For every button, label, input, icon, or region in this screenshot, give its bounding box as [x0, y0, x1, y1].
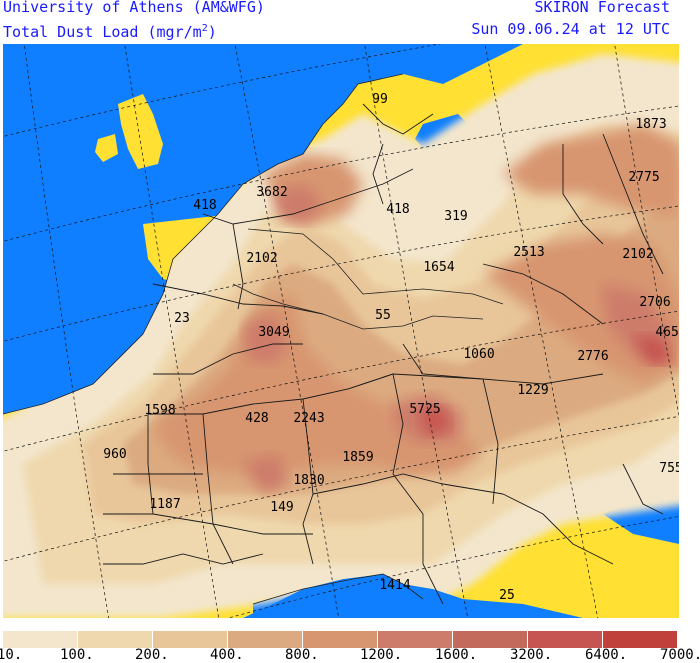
maximum-label: 755 [659, 461, 679, 476]
map-canvas: 99 1873 3682 2775 418 418 319 2513 2102 2102 1654 2… [3, 44, 679, 618]
maximum-label: 1859 [342, 450, 373, 465]
colorbar-label: 1200. [360, 647, 403, 663]
colorbar-bin [78, 631, 152, 648]
maximum-label: 2706 [639, 295, 670, 310]
dust-load-map: 99 1873 3682 2775 418 418 319 2513 2102 2102 1654 2… [3, 44, 679, 618]
maximum-label: 2775 [628, 170, 659, 185]
maximum-label: 3049 [258, 325, 289, 340]
colorbar-label: 200. [135, 647, 169, 663]
maximum-label: 2243 [293, 411, 324, 426]
colorbar-label: 800. [285, 647, 319, 663]
country-borders [103, 103, 664, 605]
valid-time: Sun 09.06.24 at 12 UTC [471, 20, 670, 38]
colorbar-label: 3200. [510, 647, 553, 663]
maximum-label: 1830 [293, 473, 324, 488]
maximum-label: 960 [103, 447, 126, 462]
product-title: SKIRON Forecast [534, 0, 670, 16]
colorbar-bin [603, 631, 677, 648]
colorbar-label: 400. [210, 647, 244, 663]
maximum-label: 4659 [655, 325, 679, 340]
coastlines [3, 73, 504, 605]
unit-exponent: 2 [201, 23, 208, 34]
colorbar-bin [153, 631, 227, 648]
maximum-label: 2102 [622, 247, 653, 262]
maximum-label: 5725 [409, 402, 440, 417]
maximum-label: 23 [174, 311, 190, 326]
maximum-label: 2513 [513, 245, 544, 260]
maximum-label: 418 [193, 198, 216, 213]
colorbar-bin [303, 631, 377, 648]
maximum-label: 149 [270, 500, 293, 515]
maximum-label: 319 [444, 209, 467, 224]
colorbar-bin [228, 631, 302, 648]
colorbar-bin [528, 631, 602, 648]
institution-title: University of Athens (AM&WFG) [3, 0, 265, 16]
field-close: ) [207, 23, 217, 41]
field-name: Total Dust Load (mgr/m [3, 23, 202, 41]
maximum-label: 1598 [144, 403, 175, 418]
colorbar-label: 6400. [585, 647, 628, 663]
colorbar-label: 7000. [660, 647, 700, 663]
maximum-label: 1229 [517, 383, 548, 398]
dust-field [3, 54, 679, 618]
maximum-label: 25 [499, 588, 515, 603]
colorbar-bin [378, 631, 452, 648]
maximum-label: 418 [386, 202, 409, 217]
maximum-label: 1873 [635, 117, 666, 132]
maximum-label: 428 [245, 411, 268, 426]
maximum-label: 2102 [246, 251, 277, 266]
maximum-label: 55 [375, 308, 391, 323]
field-title: Total Dust Load (mgr/m2) [3, 20, 217, 41]
lat-lon-grid [3, 44, 679, 618]
maximum-label: 1654 [423, 260, 454, 275]
maximum-label: 1187 [149, 497, 180, 512]
maximum-label: 3682 [256, 185, 287, 200]
maximum-label: 2776 [577, 349, 608, 364]
maximum-label: 1060 [463, 347, 494, 362]
colorbar-label: 100. [60, 647, 94, 663]
colorbar-label: 10. [0, 647, 23, 663]
colorbar-label: 1600. [435, 647, 478, 663]
maximum-label: 1414 [379, 578, 410, 593]
colorbar-bin [453, 631, 527, 648]
maximum-label: 99 [372, 92, 388, 107]
colorbar-bin [3, 631, 77, 648]
dust-maxima-labels: 99 1873 3682 2775 418 418 319 2513 2102 2102 1654 2… [103, 92, 679, 603]
